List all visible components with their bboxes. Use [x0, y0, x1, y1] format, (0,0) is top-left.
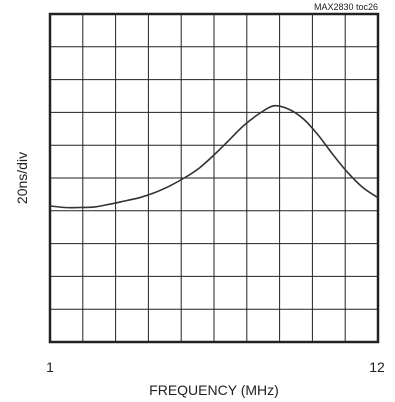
grid — [50, 14, 378, 342]
plot-frame — [48, 12, 380, 344]
x-axis-label: FREQUENCY (MHz) — [149, 382, 279, 398]
x-tick-label-max: 12 — [369, 359, 385, 375]
series-line — [49, 104, 379, 209]
chart-annotation: MAX2830 toc26 — [314, 2, 378, 12]
x-tick-label-min: 1 — [46, 359, 54, 375]
y-axis-label: 20ns/div — [14, 152, 30, 204]
